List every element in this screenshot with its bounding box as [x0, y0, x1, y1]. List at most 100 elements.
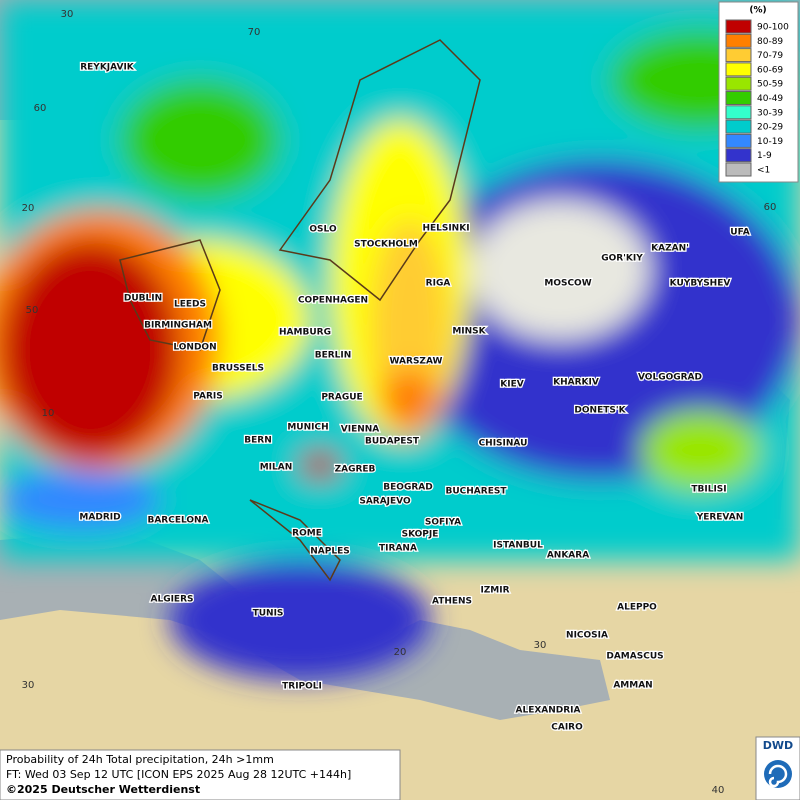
legend-swatch: [725, 119, 752, 134]
city-label: CHISINAU: [479, 439, 528, 449]
legend-label: 50-59: [757, 80, 783, 90]
city-label: HAMBURG: [279, 328, 331, 338]
city-label: ZAGREB: [335, 465, 376, 475]
precipitation: [0, 0, 800, 680]
footer-line: Probability of 24h Total precipitation, …: [6, 753, 274, 766]
city-label: KUYBYSHEV: [670, 279, 731, 289]
legend-label: 20-29: [757, 123, 783, 133]
city-label: BRUSSELS: [212, 364, 264, 374]
city-label: KAZAN': [651, 244, 689, 254]
legend-swatch: [725, 91, 752, 105]
city-label: DONETS'K: [574, 406, 626, 416]
logo: DWD: [755, 736, 800, 801]
city-label: ANKARA: [547, 551, 589, 561]
legend-swatch: [725, 62, 752, 77]
footer: Probability of 24h Total precipitation, …: [0, 749, 401, 801]
legend-swatch: [725, 162, 752, 177]
city-label: PARIS: [193, 392, 223, 402]
grid-label: 30: [534, 640, 547, 651]
legend: (%) 90-100 80-89 70-79 60-69 50-59 40-49 30-39…: [718, 1, 799, 183]
legend-label: 70-79: [757, 51, 783, 61]
city-label: NAPLES: [310, 547, 349, 557]
legend-swatch: [725, 105, 752, 120]
city-label: REYKJAVIK: [80, 63, 135, 73]
city-label: WARSZAW: [390, 357, 443, 367]
city-label: KIEV: [500, 380, 523, 390]
city-label: VOLGOGRAD: [638, 373, 702, 383]
legend-title: (%): [749, 6, 766, 16]
city-label: MOSCOW: [544, 279, 591, 289]
legend-swatch: [725, 148, 752, 163]
city-label: AMMAN: [613, 681, 652, 691]
city-label: DUBLIN: [124, 294, 162, 304]
city-label: TRIPOLI: [282, 682, 322, 692]
city-label: COPENHAGEN: [298, 296, 368, 306]
city-label: STOCKHOLM: [354, 240, 418, 250]
coastlines: [119, 39, 481, 582]
city-label: LONDON: [173, 343, 216, 353]
legend-label: 40-49: [757, 94, 783, 104]
city-label: TUNIS: [253, 609, 284, 619]
city-label: MINSK: [452, 327, 486, 337]
city-label: SKOPJE: [402, 530, 439, 540]
city-label: BARCELONA: [147, 516, 208, 526]
city-label: ALEXANDRIA: [516, 706, 581, 716]
city-label: RIGA: [426, 279, 451, 289]
city-label: VIENNA: [341, 425, 380, 435]
city-label: SARAJEVO: [359, 497, 411, 507]
legend-swatch: [725, 76, 752, 91]
city-label: KHARKIV: [553, 378, 599, 388]
city-label: TBILISI: [691, 485, 726, 495]
city-label: PRAGUE: [321, 393, 362, 403]
city-label: IZMIR: [480, 586, 509, 596]
legend-label: 90-100: [757, 23, 789, 33]
city-label: LEEDS: [174, 300, 206, 310]
grid-label: 30: [22, 680, 35, 691]
city-label: ROME: [292, 529, 322, 539]
city-label: ATHENS: [432, 597, 472, 607]
legend-label: <1: [757, 166, 770, 176]
grid-label: 60: [764, 202, 777, 213]
legend-swatch: [725, 33, 752, 48]
city-label: ISTANBUL: [493, 541, 543, 551]
footer-line: ©2025 Deutscher Wetterdienst: [6, 783, 200, 796]
city-label: NICOSIA: [566, 631, 608, 641]
grid-label: 70: [248, 27, 261, 38]
city-label: MILAN: [260, 463, 293, 473]
city-label: YEREVAN: [696, 513, 744, 523]
city-label: UFA: [730, 228, 749, 238]
city-label: OSLO: [309, 225, 337, 235]
legend-label: 60-69: [757, 65, 783, 75]
city-label: BUCHAREST: [446, 487, 508, 497]
grid-label: 30: [61, 9, 74, 20]
legend-swatch: [725, 133, 752, 148]
grid-label: 20: [394, 647, 407, 658]
grid-label: 60: [34, 103, 47, 114]
city-label: DAMASCUS: [606, 652, 663, 662]
city-label: BEOGRAD: [383, 483, 432, 493]
city-label: MUNICH: [287, 423, 328, 433]
grid-label: 20: [22, 203, 35, 214]
city-label: BIRMINGHAM: [144, 321, 212, 331]
city-label: ALGIERS: [151, 595, 194, 605]
city-label: GOR'KIY: [601, 254, 643, 264]
grid-label: 10: [42, 408, 55, 419]
legend-swatch: [725, 19, 752, 34]
city-label: SOFIYA: [425, 518, 461, 528]
city-label: CAIRO: [551, 723, 583, 733]
legend-label: 10-19: [757, 137, 783, 147]
city-label: MADRID: [79, 513, 120, 523]
city-label: HELSINKI: [422, 224, 469, 234]
footer-line: FT: Wed 03 Sep 12 UTC [ICON EPS 2025 Aug…: [6, 768, 351, 781]
city-label: BERN: [244, 436, 271, 446]
legend-label: 30-39: [757, 108, 783, 118]
logo-text: DWD: [763, 739, 793, 752]
legend-label: 80-89: [757, 37, 783, 47]
city-label: BERLIN: [315, 351, 352, 361]
city-label: BUDAPEST: [365, 437, 420, 447]
grid-label: 50: [26, 305, 39, 316]
legend-swatch: [725, 48, 752, 63]
grid-label: 40: [712, 785, 725, 796]
city-label: ALEPPO: [617, 603, 657, 613]
